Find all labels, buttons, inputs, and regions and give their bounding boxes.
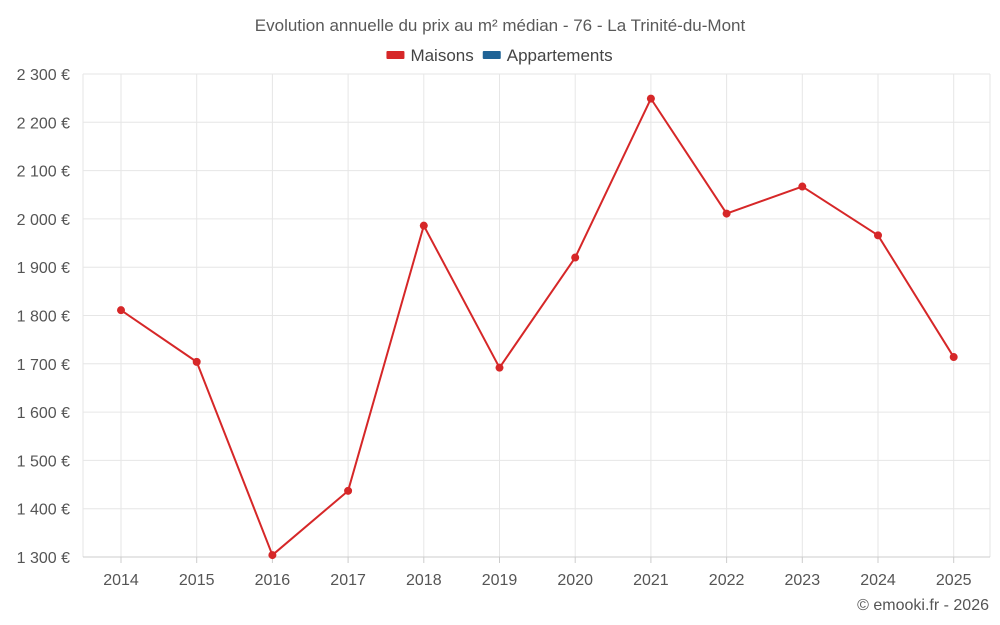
x-tick-label: 2018 xyxy=(406,572,442,589)
y-tick-label: 2 200 € xyxy=(17,115,70,132)
chart-title: Evolution annuelle du prix au m² médian … xyxy=(255,16,746,35)
legend-label[interactable]: Maisons xyxy=(410,46,473,65)
x-tick-label: 2021 xyxy=(633,572,669,589)
y-tick-label: 1 900 € xyxy=(17,260,70,277)
y-tick-label: 2 000 € xyxy=(17,212,70,229)
x-tick-label: 2022 xyxy=(709,572,745,589)
y-tick-label: 1 300 € xyxy=(17,550,70,567)
legend-label[interactable]: Appartements xyxy=(507,46,613,65)
legend-swatch xyxy=(482,51,501,59)
legend: Maisons Appartements xyxy=(386,46,613,65)
x-tick-label: 2016 xyxy=(255,572,291,589)
x-tick-label: 2024 xyxy=(860,572,896,589)
data-point[interactable] xyxy=(192,357,201,366)
y-tick-label: 2 100 € xyxy=(17,164,70,181)
x-tick-label: 2014 xyxy=(103,572,139,589)
footer-credit: © emooki.fr - 2026 xyxy=(857,597,989,614)
data-point[interactable] xyxy=(949,353,958,362)
data-point[interactable] xyxy=(722,209,731,218)
data-point[interactable] xyxy=(646,94,655,103)
x-tick-label: 2017 xyxy=(330,572,366,589)
data-point[interactable] xyxy=(268,551,277,560)
y-tick-label: 1 500 € xyxy=(17,453,70,470)
x-tick-label: 2015 xyxy=(179,572,215,589)
y-tick-label: 1 700 € xyxy=(17,357,70,374)
series-line-maisons xyxy=(120,97,955,557)
x-tick-label: 2025 xyxy=(936,572,972,589)
grid xyxy=(82,73,991,558)
data-point[interactable] xyxy=(874,231,882,240)
y-tick-label: 2 300 € xyxy=(17,67,70,84)
series-layer xyxy=(117,94,958,560)
data-point[interactable] xyxy=(798,182,807,191)
y-tick-label: 1 400 € xyxy=(17,502,70,519)
x-tick-label: 2019 xyxy=(482,572,518,589)
y-tick-label: 1 800 € xyxy=(17,309,70,326)
x-tick-label: 2023 xyxy=(785,572,821,589)
legend-swatch xyxy=(386,51,405,59)
axes: 1 300 € 1 400 € 1 500 € 1 600 € 1 700 € 1 800… xyxy=(17,67,990,589)
y-tick-label: 1 600 € xyxy=(17,405,70,422)
data-point[interactable] xyxy=(495,363,504,372)
data-point[interactable] xyxy=(117,306,125,315)
data-point[interactable] xyxy=(571,253,580,262)
data-point[interactable] xyxy=(344,486,353,495)
data-point[interactable] xyxy=(419,221,428,230)
x-tick-label: 2020 xyxy=(557,572,593,589)
